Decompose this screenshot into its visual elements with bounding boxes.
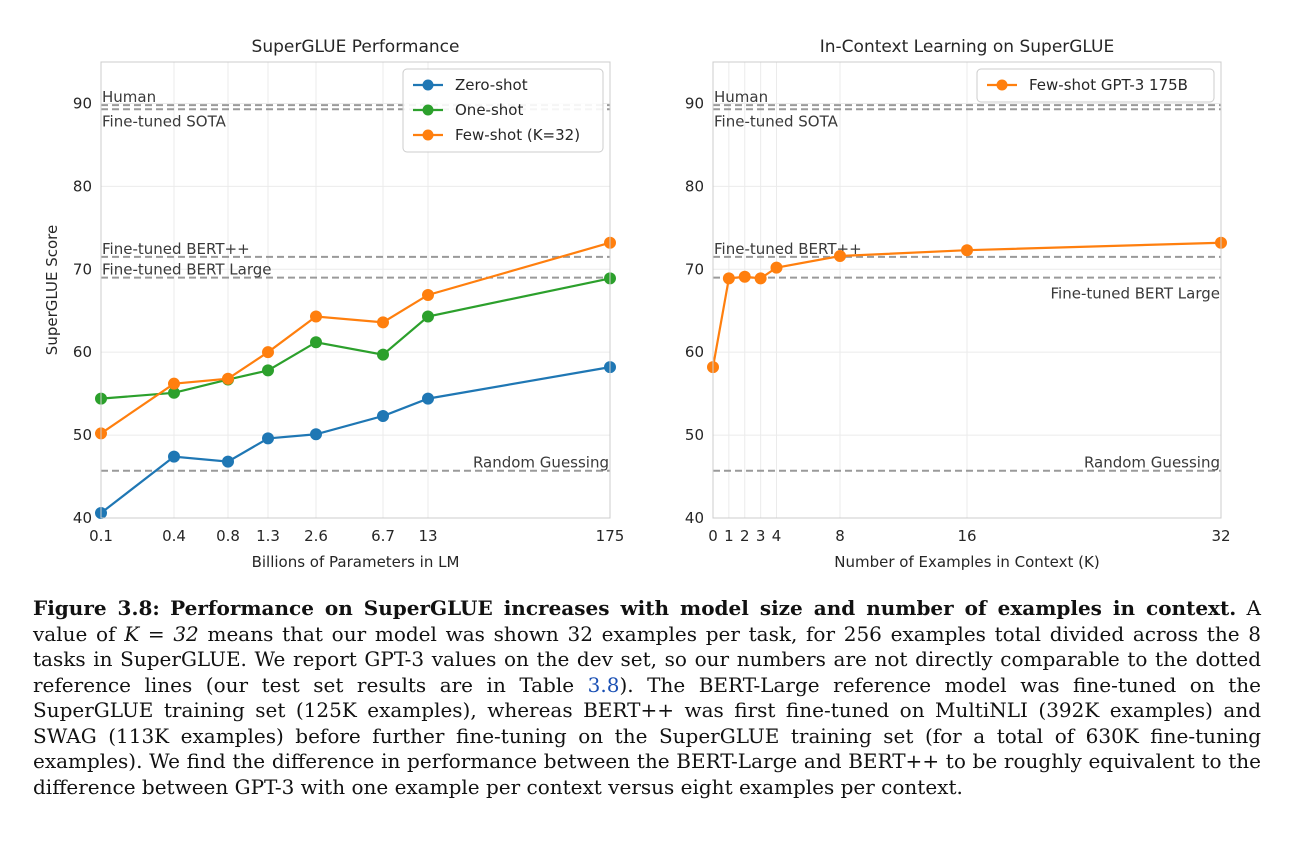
- point-one-shot-6: [422, 310, 434, 323]
- chart-title: SuperGLUE Performance: [252, 37, 460, 57]
- x-tick-label-13: 13: [418, 527, 437, 545]
- series-line-zero-shot: [100, 366, 611, 514]
- point-few-shot-gpt-3-175b-5: [834, 250, 846, 263]
- ref-label-fine-tuned-sota: Fine-tuned SOTA: [102, 112, 227, 130]
- legend-marker-one-shot: [422, 104, 434, 116]
- figure-caption: Figure 3.8: Performance on SuperGLUE inc…: [33, 596, 1261, 800]
- ref-label-fine-tuned-bert-large: Fine-tuned BERT Large: [1051, 285, 1221, 303]
- x-tick-label-6-7: 6.7: [371, 527, 395, 545]
- y-tick-label-90: 90: [73, 94, 92, 112]
- chart-title: In-Context Learning on SuperGLUE: [820, 37, 1115, 57]
- x-tick-label-0-8: 0.8: [216, 527, 240, 545]
- point-one-shot-4: [310, 336, 322, 349]
- ref-label-human: Human: [714, 88, 768, 106]
- caption-table-ref[interactable]: 3.8: [587, 672, 620, 697]
- x-tick-label-1-3: 1.3: [256, 527, 280, 545]
- point-few-shot-k-32-6: [422, 288, 434, 301]
- y-tick-label-90: 90: [685, 94, 704, 112]
- legend-box: [976, 68, 1215, 103]
- caption-text-1: A value of: [33, 596, 1261, 646]
- x-axis-label: Number of Examples in Context (K): [834, 553, 1099, 571]
- caption-math: K = 32: [124, 621, 199, 646]
- caption-text-2: means that our model was shown 32 exampl…: [33, 621, 1261, 697]
- series-line-one-shot: [100, 277, 611, 400]
- series-line-few-shot-k-32: [100, 241, 611, 435]
- point-one-shot-3: [262, 364, 274, 377]
- ref-label-random-guessing: Random Guessing: [473, 454, 609, 472]
- x-tick-label-8: 8: [835, 527, 845, 545]
- plot-border: [100, 61, 611, 519]
- x-tick-label-2-6: 2.6: [304, 527, 328, 545]
- caption-heading: Performance on SuperGLUE increases with …: [170, 596, 1237, 620]
- figure: Human Fine-tuned SOTA Fine-tuned BERT++ Fin…: [43, 37, 1231, 571]
- point-few-shot-k-32-1: [168, 377, 180, 390]
- x-tick-label-2: 2: [740, 527, 750, 545]
- point-one-shot-5: [377, 348, 389, 361]
- y-tick-label-50: 50: [73, 426, 92, 444]
- legend-box: [402, 68, 604, 153]
- x-tick-label-3: 3: [756, 527, 766, 545]
- y-tick-label-50: 50: [685, 426, 704, 444]
- y-tick-label-70: 70: [685, 260, 704, 278]
- x-tick-label-16: 16: [957, 527, 976, 545]
- point-few-shot-gpt-3-175b-3: [754, 272, 767, 285]
- x-tick-label-175: 175: [596, 527, 625, 545]
- x-tick-label-1: 1: [724, 527, 734, 545]
- ref-label-fine-tuned-bert: Fine-tuned BERT++: [102, 240, 250, 258]
- legend-label-few-shot-gpt-3-175b: Few-shot GPT-3 175B: [1029, 76, 1188, 94]
- y-tick-label-60: 60: [685, 343, 704, 361]
- plot-border: [712, 61, 1222, 519]
- y-tick-label-70: 70: [73, 260, 92, 278]
- point-zero-shot-3: [262, 432, 274, 445]
- legend-marker-few-shot-gpt-3-175b: [996, 79, 1008, 91]
- point-few-shot-k-32-3: [262, 346, 274, 359]
- point-zero-shot-2: [222, 455, 234, 468]
- ref-label-random-guessing: Random Guessing: [1084, 454, 1220, 472]
- point-few-shot-gpt-3-175b-4: [770, 261, 783, 274]
- x-axis-label: Billions of Parameters in LM: [252, 553, 460, 571]
- point-zero-shot-4: [310, 428, 322, 441]
- ref-label-fine-tuned-bert-large: Fine-tuned BERT Large: [102, 261, 272, 279]
- chart-superglue-performance: Human Fine-tuned SOTA Fine-tuned BERT++ Fin…: [43, 37, 624, 571]
- caption-text-3: ). The BERT-Large reference model was fi…: [33, 672, 1261, 799]
- ref-label-human: Human: [102, 88, 156, 106]
- point-few-shot-gpt-3-175b-6: [961, 244, 973, 257]
- point-few-shot-gpt-3-175b-1: [722, 272, 735, 285]
- legend-label-zero-shot: Zero-shot: [455, 76, 528, 94]
- point-zero-shot-1: [168, 450, 180, 463]
- legend-marker-zero-shot: [422, 79, 434, 91]
- y-tick-label-40: 40: [73, 509, 92, 527]
- x-tick-label-0: 0: [708, 527, 718, 545]
- legend-label-one-shot: One-shot: [455, 101, 523, 119]
- y-tick-label-40: 40: [685, 509, 704, 527]
- point-zero-shot-5: [377, 410, 389, 423]
- point-few-shot-gpt-3-175b-2: [738, 270, 751, 283]
- point-few-shot-k-32-5: [377, 316, 389, 329]
- y-tick-label-80: 80: [685, 177, 704, 195]
- point-few-shot-k-32-2: [222, 372, 234, 385]
- point-zero-shot-6: [422, 392, 434, 405]
- legend-marker-few-shot-k-32: [422, 129, 434, 141]
- caption-label: Figure 3.8:: [33, 596, 160, 620]
- chart-in-context-learning: Human Fine-tuned SOTA Fine-tuned BERT++ Fin…: [685, 37, 1231, 571]
- x-tick-label-0-1: 0.1: [89, 527, 113, 545]
- point-few-shot-k-32-4: [310, 310, 322, 323]
- x-tick-label-4: 4: [772, 527, 782, 545]
- x-tick-label-0-4: 0.4: [162, 527, 186, 545]
- y-tick-label-80: 80: [73, 177, 92, 195]
- y-tick-label-60: 60: [73, 343, 92, 361]
- y-axis-label: SuperGLUE Score: [43, 225, 61, 355]
- ref-label-fine-tuned-bert: Fine-tuned BERT++: [714, 240, 862, 258]
- ref-label-fine-tuned-sota: Fine-tuned SOTA: [714, 112, 839, 130]
- x-tick-label-32: 32: [1211, 527, 1230, 545]
- legend-label-few-shot-k-32: Few-shot (K=32): [455, 126, 580, 144]
